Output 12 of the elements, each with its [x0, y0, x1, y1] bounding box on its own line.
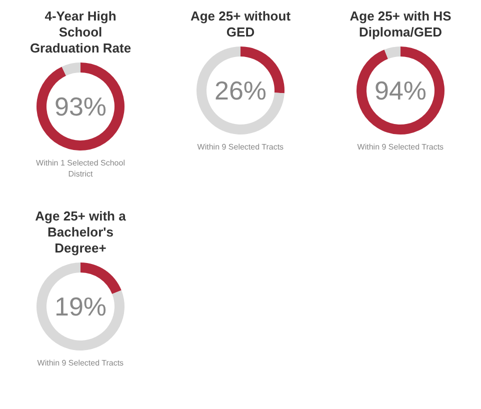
text: Within 9 Selected Tracts: [197, 142, 284, 152]
data-label: 94%: [374, 76, 427, 106]
data-label: 19%: [54, 292, 107, 322]
chart-title: Age 25+ with HS Diploma/GED: [350, 8, 452, 40]
chart-title: Age 25+ without GED: [190, 8, 292, 40]
chart-title: 4-Year High School Graduation Rate: [30, 8, 132, 56]
chart-title: Age 25+ with a Bachelor's Degree+: [35, 208, 127, 256]
data-label: 26%: [214, 76, 267, 106]
text: Within 9 Selected Tracts: [37, 358, 124, 368]
data-label: 93%: [54, 92, 107, 122]
text: Within 1 Selected School District: [36, 158, 126, 178]
text: Within 9 Selected Tracts: [357, 142, 444, 152]
